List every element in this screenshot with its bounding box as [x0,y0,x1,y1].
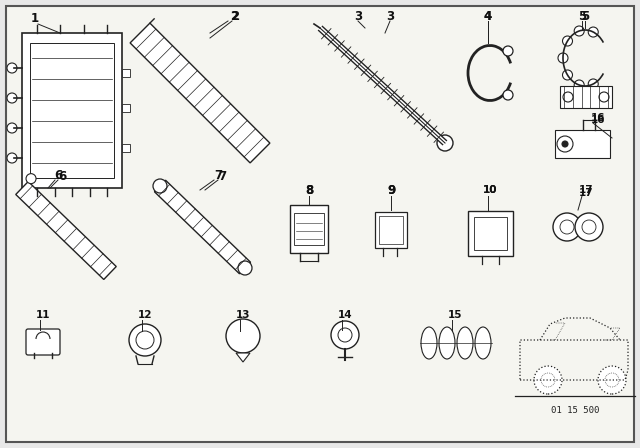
Text: 5: 5 [581,9,589,22]
Text: 12: 12 [138,310,152,320]
Circle shape [129,324,161,356]
Text: 7: 7 [214,168,222,181]
Circle shape [560,220,574,234]
Circle shape [582,220,596,234]
Circle shape [563,70,573,80]
Circle shape [574,80,584,90]
Circle shape [437,135,453,151]
Bar [294,213,324,245]
Circle shape [553,213,581,241]
Circle shape [503,90,513,100]
Text: 2: 2 [231,9,239,22]
Ellipse shape [475,327,491,359]
Circle shape [7,63,17,73]
Text: 11: 11 [36,310,51,320]
Text: 14: 14 [338,310,352,320]
Bar [290,205,328,253]
Text: 10: 10 [483,185,497,195]
Circle shape [562,141,568,147]
Polygon shape [154,180,250,274]
Circle shape [238,261,252,275]
Circle shape [558,53,568,63]
Text: 15: 15 [448,310,462,320]
Text: 16: 16 [591,113,605,123]
Text: 7: 7 [218,169,226,182]
Bar [555,130,610,158]
Text: 3: 3 [386,9,394,22]
FancyBboxPatch shape [26,329,60,355]
Text: 13: 13 [236,310,250,320]
Circle shape [574,26,584,36]
Bar [560,86,612,108]
Circle shape [7,93,17,103]
Circle shape [534,366,562,394]
Text: 2: 2 [230,9,238,22]
Ellipse shape [439,327,455,359]
Circle shape [598,366,626,394]
Bar [379,216,403,244]
Bar [468,211,513,256]
Circle shape [136,331,154,349]
Text: 4: 4 [484,9,492,22]
Text: 10: 10 [483,185,497,195]
Bar [122,69,130,77]
Text: 16: 16 [591,115,605,125]
Text: 6: 6 [54,168,62,181]
Circle shape [557,136,573,152]
Text: 17: 17 [579,185,593,195]
Circle shape [541,373,555,387]
Bar [30,43,114,178]
Bar [22,33,122,188]
Polygon shape [130,23,270,163]
Text: 9: 9 [387,184,395,197]
Circle shape [563,36,573,46]
Ellipse shape [421,327,437,359]
Bar [474,217,507,250]
Circle shape [503,46,513,56]
Text: 9: 9 [387,184,395,197]
Circle shape [599,92,609,102]
Polygon shape [236,353,250,362]
Circle shape [7,153,17,163]
Text: 1: 1 [31,12,39,25]
Circle shape [588,79,598,89]
Circle shape [331,321,359,349]
Circle shape [605,373,619,387]
Text: 17: 17 [579,188,593,198]
Ellipse shape [457,327,473,359]
Text: 01 15 500: 01 15 500 [551,406,599,415]
Circle shape [338,328,352,342]
Circle shape [7,123,17,133]
Text: 6: 6 [58,169,66,182]
Circle shape [226,319,260,353]
Bar [375,212,407,248]
Circle shape [563,92,573,102]
Bar [122,144,130,152]
Circle shape [575,213,603,241]
Polygon shape [16,181,116,280]
Circle shape [26,174,36,184]
Bar [122,104,130,112]
Text: 5: 5 [578,9,586,22]
Text: 4: 4 [484,9,492,22]
Circle shape [153,179,167,193]
Text: 8: 8 [305,184,313,197]
Text: 8: 8 [305,184,313,197]
Circle shape [588,27,598,37]
Text: 3: 3 [354,9,362,22]
